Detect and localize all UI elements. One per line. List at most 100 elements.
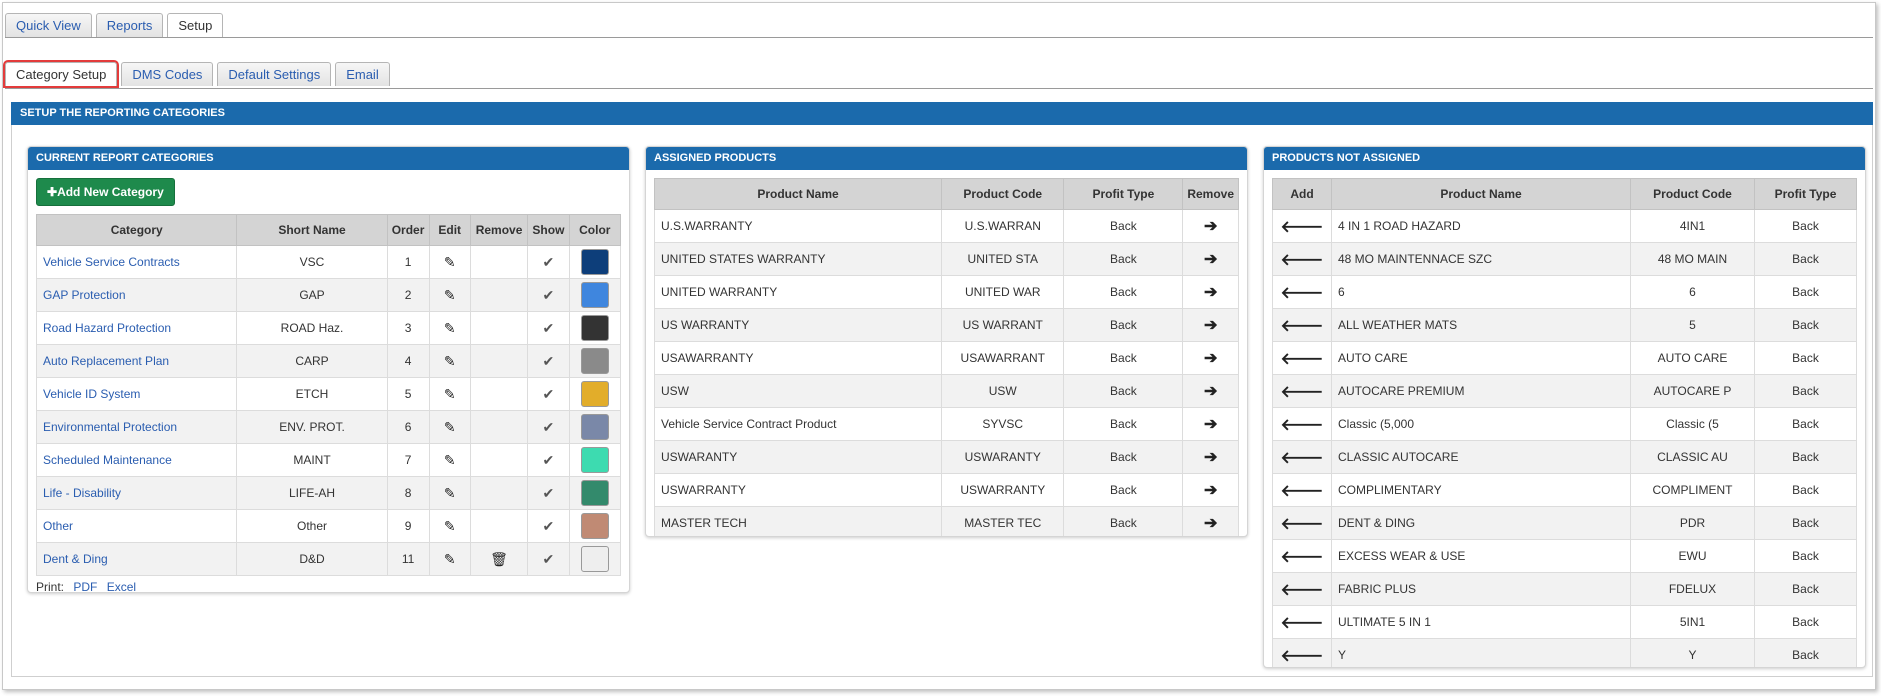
arrow-right-icon[interactable]: ➔ — [1203, 218, 1218, 235]
add-category-button[interactable]: ✚Add New Category — [36, 178, 175, 206]
add-cell: 🡐 — [1272, 341, 1332, 375]
arrow-left-icon[interactable]: 🡐 — [1280, 350, 1324, 368]
tab-dms-codes[interactable]: DMS Codes — [121, 62, 214, 86]
edit-cell: ✎ — [428, 311, 471, 345]
arrow-left-icon[interactable]: 🡐 — [1280, 548, 1324, 566]
checkmark-icon[interactable]: ✔ — [542, 550, 555, 567]
category-name-link[interactable]: Life - Disability — [35, 476, 238, 510]
col-profit-type[interactable]: Profit Type — [1754, 178, 1857, 210]
profit-type: Back — [1754, 572, 1857, 606]
category-name-link[interactable]: GAP Protection — [35, 278, 238, 312]
category-name-link[interactable]: Vehicle Service Contracts — [35, 245, 238, 279]
arrow-right-icon[interactable]: ➔ — [1203, 383, 1218, 400]
arrow-left-icon[interactable]: 🡐 — [1280, 614, 1324, 632]
checkmark-icon[interactable]: ✔ — [542, 286, 555, 303]
arrow-left-icon[interactable]: 🡐 — [1280, 284, 1324, 302]
checkmark-icon[interactable]: ✔ — [542, 484, 555, 501]
col-profit-type[interactable]: Profit Type — [1063, 178, 1184, 210]
pencil-icon[interactable]: ✎ — [443, 319, 456, 336]
pencil-icon[interactable]: ✎ — [443, 517, 456, 534]
checkmark-icon[interactable]: ✔ — [542, 385, 555, 402]
color-swatch[interactable] — [580, 513, 609, 539]
pencil-icon[interactable]: ✎ — [443, 484, 456, 501]
category-name-link[interactable]: Auto Replacement Plan — [35, 344, 238, 378]
checkmark-icon[interactable]: ✔ — [542, 352, 555, 369]
color-swatch[interactable] — [580, 282, 609, 308]
arrow-left-icon[interactable]: 🡐 — [1280, 515, 1324, 533]
pencil-icon[interactable]: ✎ — [443, 385, 456, 402]
checkmark-icon[interactable]: ✔ — [542, 517, 555, 534]
color-swatch[interactable] — [580, 546, 609, 572]
trash-icon[interactable]: 🗑 — [490, 550, 508, 567]
category-row: Other Other 9 ✎ ✔ — [35, 509, 622, 543]
checkmark-icon[interactable]: ✔ — [542, 451, 555, 468]
tab-quick-view[interactable]: Quick View — [5, 13, 92, 37]
checkmark-icon[interactable]: ✔ — [542, 253, 555, 270]
tab-category-setup[interactable]: Category Setup — [2, 60, 120, 88]
arrow-right-icon[interactable]: ➔ — [1203, 350, 1218, 367]
pencil-icon[interactable]: ✎ — [443, 418, 456, 435]
arrow-right-icon[interactable]: ➔ — [1203, 284, 1218, 301]
arrow-left-icon[interactable]: 🡐 — [1280, 449, 1324, 467]
arrow-left-icon[interactable]: 🡐 — [1280, 416, 1324, 434]
checkmark-icon[interactable]: ✔ — [542, 418, 555, 435]
arrow-left-icon[interactable]: 🡐 — [1280, 647, 1324, 665]
add-cell: 🡐 — [1272, 209, 1332, 243]
col-product-code[interactable]: Product Code — [1630, 178, 1755, 210]
remove-cell: ➔ — [1182, 341, 1239, 375]
col-order[interactable]: Order — [386, 214, 430, 246]
pencil-icon[interactable]: ✎ — [443, 451, 456, 468]
print-excel-link[interactable]: Excel — [106, 580, 137, 593]
assigned-product-row: US WARRANTY US WARRANT Back ➔ — [653, 308, 1239, 342]
arrow-left-icon[interactable]: 🡐 — [1280, 218, 1324, 236]
tab-email[interactable]: Email — [335, 62, 390, 86]
color-swatch[interactable] — [580, 315, 609, 341]
pencil-icon[interactable]: ✎ — [443, 286, 456, 303]
pencil-icon[interactable]: ✎ — [443, 550, 456, 567]
color-swatch[interactable] — [580, 249, 609, 275]
color-swatch[interactable] — [580, 348, 609, 374]
col-product-name[interactable]: Product Name — [653, 178, 943, 210]
arrow-left-icon[interactable]: 🡐 — [1280, 581, 1324, 599]
arrow-right-icon[interactable]: ➔ — [1203, 416, 1218, 433]
category-name-link[interactable]: Vehicle ID System — [35, 377, 238, 411]
checkmark-icon[interactable]: ✔ — [542, 319, 555, 336]
color-swatch[interactable] — [580, 381, 609, 407]
category-short-name: VSC — [236, 245, 388, 279]
color-swatch[interactable] — [580, 480, 609, 506]
remove-cell — [469, 443, 529, 477]
color-swatch[interactable] — [580, 414, 609, 440]
arrow-left-icon[interactable]: 🡐 — [1280, 482, 1324, 500]
arrow-left-icon[interactable]: 🡐 — [1280, 251, 1324, 269]
col-short-name[interactable]: Short Name — [236, 214, 388, 246]
col-category[interactable]: Category — [35, 214, 238, 246]
category-name-link[interactable]: Other — [35, 509, 238, 543]
product-name: USWARANTY — [653, 440, 943, 474]
arrow-left-icon[interactable]: 🡐 — [1280, 383, 1324, 401]
arrow-right-icon[interactable]: ➔ — [1203, 449, 1218, 466]
color-swatch[interactable] — [580, 447, 609, 473]
category-name-link[interactable]: Road Hazard Protection — [35, 311, 238, 345]
category-name-link[interactable]: Dent & Ding — [35, 542, 238, 576]
product-name: USWARRANTY — [653, 473, 943, 507]
col-product-code[interactable]: Product Code — [941, 178, 1065, 210]
arrow-right-icon[interactable]: ➔ — [1203, 251, 1218, 268]
print-pdf-link[interactable]: PDF — [73, 580, 98, 593]
arrow-right-icon[interactable]: ➔ — [1203, 482, 1218, 499]
tab-default-settings[interactable]: Default Settings — [217, 62, 332, 86]
category-name-link[interactable]: Scheduled Maintenance — [35, 443, 238, 477]
tab-reports[interactable]: Reports — [95, 13, 164, 37]
arrow-right-icon[interactable]: ➔ — [1203, 317, 1218, 334]
assigned-product-row: U.S.WARRANTY U.S.WARRAN Back ➔ — [653, 209, 1239, 243]
add-cell: 🡐 — [1272, 539, 1332, 573]
category-name-link[interactable]: Environmental Protection — [35, 410, 238, 444]
arrow-left-icon[interactable]: 🡐 — [1280, 317, 1324, 335]
tab-setup[interactable]: Setup — [167, 13, 224, 37]
arrow-right-icon[interactable]: ➔ — [1203, 515, 1218, 532]
color-cell — [568, 476, 622, 510]
pencil-icon[interactable]: ✎ — [443, 253, 456, 270]
pencil-icon[interactable]: ✎ — [443, 352, 456, 369]
product-name: USW — [653, 374, 943, 408]
remove-cell: ➔ — [1182, 374, 1239, 408]
col-product-name[interactable]: Product Name — [1331, 178, 1631, 210]
